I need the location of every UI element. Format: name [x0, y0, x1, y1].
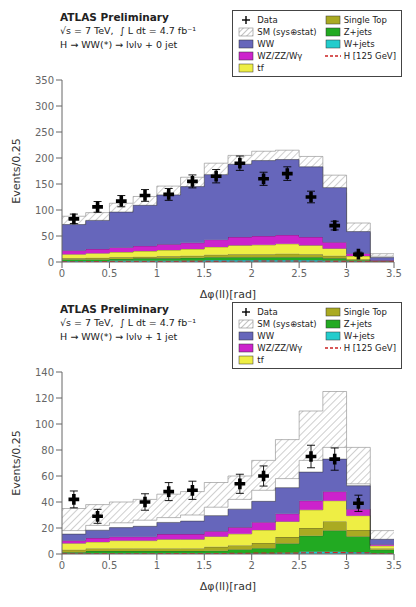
html-text:WZ/ZZ/Wγ: WZ/ZZ/Wγ — [257, 342, 303, 353]
html-text:W+jets: W+jets — [343, 330, 375, 341]
html-text:Z+jets: Z+jets — [343, 318, 372, 329]
svg-text:1: 1 — [154, 268, 160, 279]
html-text:H [125 GeV]: H [125 GeV] — [343, 50, 396, 61]
svg-text:100: 100 — [35, 419, 54, 430]
html-text:tf: tf — [257, 354, 264, 365]
svg-text:120: 120 — [35, 393, 54, 404]
svg-text:0: 0 — [59, 268, 65, 279]
html-text:√s = 7 TeV, ∫ L dt = 4.7 fb⁻¹: √s = 7 TeV, ∫ L dt = 4.7 fb⁻¹ — [60, 317, 196, 328]
svg-text:0: 0 — [48, 549, 54, 560]
svg-text:2.5: 2.5 — [291, 560, 307, 571]
html-text:H → WW(*) → lνlν + 1 jet: H → WW(*) → lνlν + 1 jet — [60, 331, 178, 342]
svg-text:0.5: 0.5 — [101, 268, 117, 279]
html-text:SM (sys⊕stat): SM (sys⊕stat) — [257, 318, 317, 329]
svg-text:40: 40 — [41, 497, 54, 508]
html-text:ATLAS Preliminary: ATLAS Preliminary — [60, 303, 169, 315]
html-text:WZ/ZZ/Wγ: WZ/ZZ/Wγ — [257, 50, 303, 61]
html-text:SM (sys⊕stat): SM (sys⊕stat) — [257, 26, 317, 37]
svg-text:3: 3 — [343, 268, 349, 279]
html-text:Single Top: Single Top — [343, 306, 387, 317]
svg-text:0.5: 0.5 — [101, 560, 117, 571]
svg-text:100: 100 — [35, 205, 54, 216]
svg-text:2: 2 — [249, 560, 255, 571]
html-text:tf: tf — [257, 62, 264, 73]
svg-text:350: 350 — [35, 75, 54, 86]
html-text:H → WW(*) → lνlν + 0 jet: H → WW(*) → lνlν + 0 jet — [60, 39, 178, 50]
svg-text:2: 2 — [249, 268, 255, 279]
html-text:Data: Data — [257, 14, 278, 25]
svg-text:20: 20 — [41, 523, 54, 534]
svg-text:2.5: 2.5 — [291, 268, 307, 279]
svg-text:0: 0 — [48, 257, 54, 268]
html-text:H [125 GeV]: H [125 GeV] — [343, 342, 396, 353]
svg-text:150: 150 — [35, 179, 54, 190]
svg-text:80: 80 — [41, 445, 54, 456]
svg-text:1.5: 1.5 — [196, 560, 212, 571]
svg-text:250: 250 — [35, 127, 54, 138]
svg-text:Δφ(ll)[rad]: Δφ(ll)[rad] — [200, 288, 256, 300]
html-text:Z+jets: Z+jets — [343, 26, 372, 37]
svg-text:50: 50 — [41, 231, 54, 242]
html-text:ATLAS Preliminary: ATLAS Preliminary — [60, 11, 169, 23]
svg-text:3: 3 — [343, 560, 349, 571]
svg-text:1.5: 1.5 — [196, 268, 212, 279]
svg-text:3.5: 3.5 — [386, 560, 402, 571]
svg-text:60: 60 — [41, 471, 54, 482]
svg-text:Δφ(ll)[rad]: Δφ(ll)[rad] — [200, 580, 256, 592]
svg-text:Events/0.25: Events/0.25 — [10, 138, 23, 203]
svg-text:200: 200 — [35, 153, 54, 164]
svg-text:0: 0 — [59, 560, 65, 571]
html-text:WW: WW — [257, 330, 275, 341]
html-text:Single Top: Single Top — [343, 14, 387, 25]
svg-text:1: 1 — [154, 560, 160, 571]
svg-text:3.5: 3.5 — [386, 268, 402, 279]
html-text:W+jets: W+jets — [343, 38, 375, 49]
html-text:WW: WW — [257, 38, 275, 49]
svg-text:140: 140 — [35, 367, 54, 378]
svg-text:300: 300 — [35, 101, 54, 112]
html-text:√s = 7 TeV, ∫ L dt = 4.7 fb⁻¹: √s = 7 TeV, ∫ L dt = 4.7 fb⁻¹ — [60, 25, 196, 36]
svg-text:Events/0.25: Events/0.25 — [10, 430, 23, 495]
html-text:Data: Data — [257, 306, 278, 317]
